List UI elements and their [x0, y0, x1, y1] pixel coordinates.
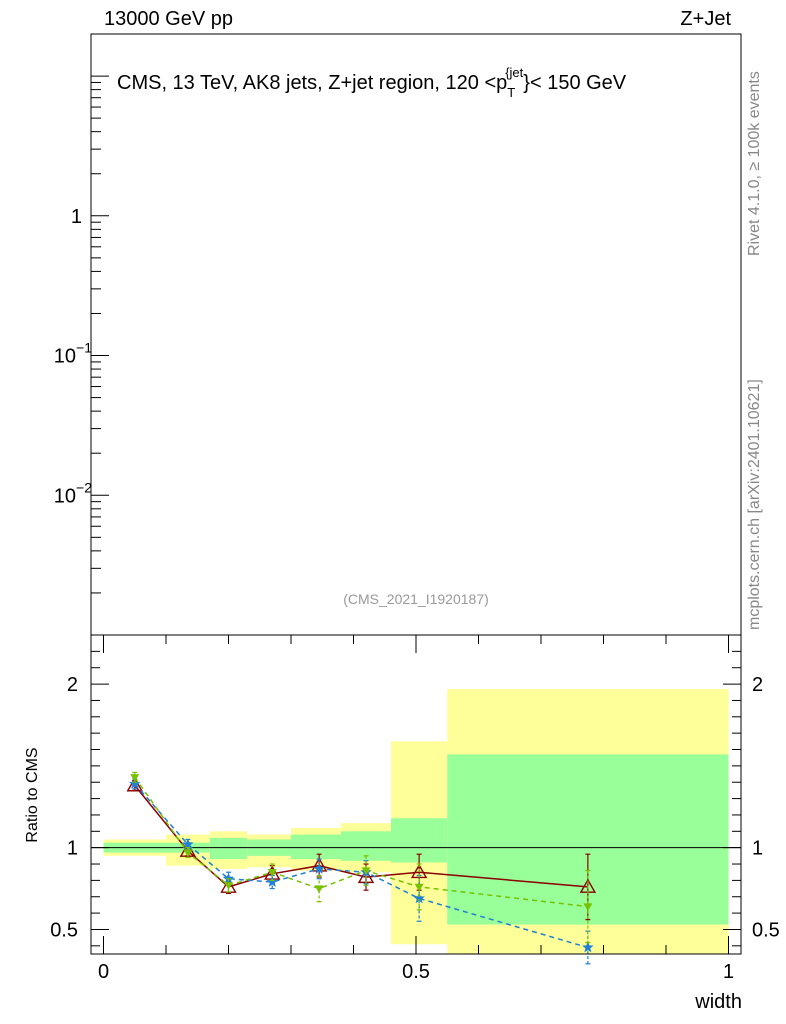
ratio-x-tick-label: 0.5	[402, 961, 430, 983]
data-point-star	[582, 941, 594, 953]
inner-band-bin	[209, 837, 248, 860]
ratio-tick-labels: 0.5 0.5 1 1 2 2 0 0.5 1	[50, 674, 780, 983]
data-point-triangle-down	[224, 882, 233, 890]
main-y-tick-label-base: 1	[71, 206, 82, 228]
data-point-star	[413, 892, 425, 904]
ratio-y-tick-label-left: 2	[67, 674, 78, 696]
ratio-y-tick-label-left: 1	[67, 838, 78, 860]
ratio-y-tick-label-right: 0.5	[752, 919, 780, 941]
ratio-y-tick-label-left: 0.5	[50, 919, 78, 941]
data-point-triangle-down	[183, 849, 193, 858]
main-y-tick-label-base: 10	[54, 485, 76, 507]
data-point-triangle	[126, 777, 143, 792]
ratio-y-tick-label-right: 1	[752, 838, 763, 860]
uncertainty-bands	[103, 688, 729, 954]
x-axis-label: width	[694, 991, 742, 1013]
analysis-id-label: (CMS_2021_I1920187)	[343, 591, 489, 607]
ratio-y-tick-label-right: 2	[752, 674, 763, 696]
inner-band-bin	[291, 834, 341, 860]
main-y-tick-label: 10−2	[54, 479, 92, 507]
chart-title-subscript: T	[507, 85, 515, 100]
chart-title: CMS, 13 TeV, AK8 jets, Z+jet region, 120…	[117, 65, 627, 100]
series-line	[134, 783, 589, 949]
ratio-x-tick-label: 1	[723, 961, 734, 983]
main-panel-frame	[90, 33, 742, 636]
chart-title-suffix: }< 150 GeV	[523, 72, 627, 94]
data-point-triangle-down	[130, 774, 140, 782]
main-y-ticks	[91, 33, 109, 636]
data-point-triangle-down	[414, 883, 424, 892]
chart-title-prefix: CMS, 13 TeV, AK8 jets, Z+jet region, 120…	[117, 72, 507, 94]
ratio-series	[126, 771, 597, 965]
series-line	[134, 776, 588, 908]
ratio-y-axis-label: Ratio to CMS	[24, 747, 41, 842]
main-y-tick-label-exponent: −2	[76, 479, 92, 495]
ratio-ticks	[91, 634, 741, 954]
process-label: Z+Jet	[680, 8, 731, 30]
main-y-tick-label-exponent: −1	[76, 340, 92, 356]
main-y-tick-label: 1	[71, 206, 82, 228]
main-y-tick-label: 10−1	[54, 340, 92, 368]
chart-title-superscript: {jet	[505, 65, 523, 80]
series-generator-3	[130, 771, 593, 944]
data-point-triangle-down	[361, 867, 371, 876]
data-point-star	[266, 876, 278, 887]
data-point-triangle-down	[314, 885, 324, 894]
main-y-tick-labels: 110−110−2	[54, 206, 92, 507]
beam-energy-label: 13000 GeV pp	[104, 8, 233, 30]
ratio-x-tick-label: 0	[98, 961, 109, 983]
data-point-triangle-down	[583, 903, 593, 912]
main-y-tick-label-base: 10	[54, 346, 76, 368]
data-point-star	[182, 838, 194, 850]
data-point-star	[129, 777, 141, 789]
data-point-triangle-down	[267, 869, 277, 877]
series-line	[134, 785, 588, 888]
data-point-star	[313, 862, 325, 874]
